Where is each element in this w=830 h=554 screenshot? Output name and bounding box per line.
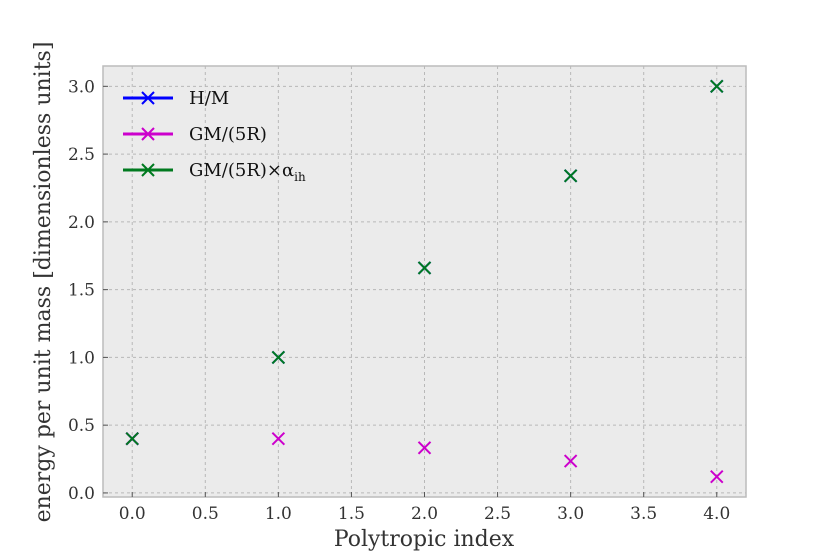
legend-label: GM/(5R)×αih bbox=[189, 160, 306, 184]
legend-label: H/M bbox=[189, 88, 229, 109]
x-tick-labels: 0.0 0.5 1.0 1.5 2.0 2.5 3.0 3.5 4.0 bbox=[119, 504, 731, 524]
x-tick-label: 2.0 bbox=[411, 504, 438, 524]
data-point-marker bbox=[563, 169, 578, 183]
y-tick-labels: 0.0 0.5 1.0 1.5 2.0 2.5 3.0 bbox=[68, 77, 95, 504]
legend-entry: H/M bbox=[123, 88, 229, 109]
data-markers bbox=[125, 79, 724, 484]
x-tick-label: 3.5 bbox=[630, 504, 657, 524]
grid bbox=[103, 66, 746, 497]
data-point-marker bbox=[563, 454, 578, 468]
x-tick-label: 0.5 bbox=[192, 504, 219, 524]
y-tick-label: 3.0 bbox=[68, 77, 95, 97]
y-tick-label: 0.5 bbox=[68, 416, 95, 436]
axis-ticks bbox=[103, 85, 718, 497]
x-tick-label: 3.0 bbox=[557, 504, 584, 524]
y-tick-label: 2.5 bbox=[68, 145, 95, 165]
x-tick-label: 1.0 bbox=[265, 504, 292, 524]
data-point-marker bbox=[417, 261, 432, 275]
x-tick-label: 4.0 bbox=[703, 504, 730, 524]
x-axis-label: Polytropic index bbox=[334, 527, 515, 552]
x-tick-label: 0.0 bbox=[119, 504, 146, 524]
y-tick-label: 2.0 bbox=[68, 213, 95, 233]
x-tick-label: 2.5 bbox=[484, 504, 511, 524]
legend-label: GM/(5R) bbox=[189, 124, 267, 145]
y-axis-label: energy per unit mass [dimensionless unit… bbox=[31, 42, 56, 523]
legend-entry: GM/(5R) bbox=[123, 124, 267, 145]
data-point-marker bbox=[271, 350, 286, 365]
data-point-marker bbox=[710, 469, 724, 484]
x-tick-label: 1.5 bbox=[338, 504, 365, 524]
legend-entry: GM/(5R)×αih bbox=[123, 160, 306, 184]
y-tick-label: 1.0 bbox=[68, 348, 95, 368]
y-tick-label: 1.5 bbox=[68, 281, 95, 301]
y-tick-label: 0.0 bbox=[68, 484, 95, 504]
data-point-marker bbox=[710, 79, 724, 94]
legend: H/M GM/(5R) GM/(5R)×αih bbox=[123, 88, 306, 184]
data-point-marker bbox=[417, 441, 432, 455]
data-point-marker bbox=[271, 432, 286, 446]
data-point-marker bbox=[125, 432, 139, 446]
